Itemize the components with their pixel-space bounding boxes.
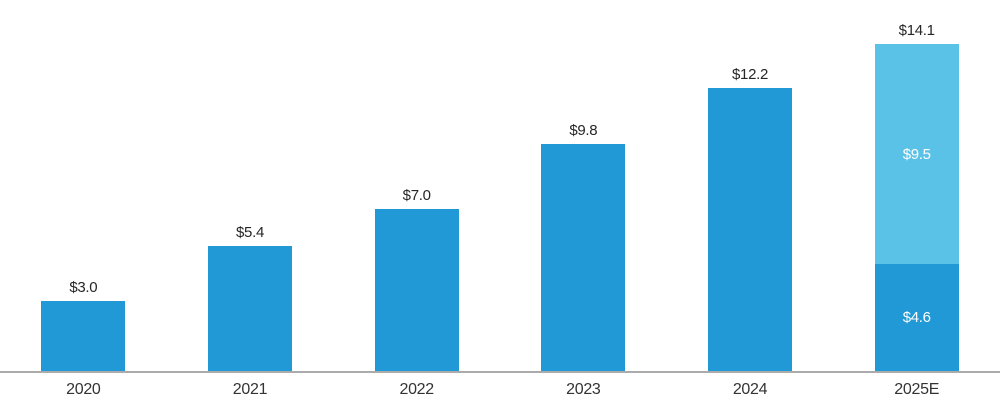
bar-segment	[208, 245, 292, 371]
x-axis-label: 2022	[399, 381, 434, 398]
bar	[374, 208, 459, 371]
bar-column: $3.0	[0, 0, 167, 371]
bar	[41, 301, 126, 371]
x-axis-label: 2020	[66, 381, 101, 398]
bar-segment	[541, 143, 626, 371]
bar-column: $9.8	[500, 0, 667, 371]
x-axis-label: 2025E	[894, 381, 940, 398]
bar	[208, 245, 292, 371]
bar-total-label: $9.8	[569, 121, 598, 139]
bar-segment: $4.6	[874, 264, 959, 371]
plot-area: $3.0 $5.4 $7.0 $9.8 $12.2 $14.1 $9.5 $4.6	[0, 0, 1000, 371]
segment-label: $4.6	[902, 309, 931, 327]
bar-column: $12.2	[667, 0, 834, 371]
bar-segment	[708, 88, 793, 371]
bar-column: $7.0	[333, 0, 500, 371]
segment-label: $9.5	[902, 145, 931, 163]
bar-segment	[41, 301, 126, 371]
bar-total-label: $3.0	[69, 279, 98, 297]
bar	[708, 88, 793, 371]
x-axis-label: 2023	[566, 381, 601, 398]
bar: $9.5 $4.6	[874, 44, 959, 371]
x-axis-label: 2021	[232, 381, 268, 398]
bar-segment	[374, 208, 459, 371]
bar-column: $14.1 $9.5 $4.6	[833, 0, 1000, 371]
bar-segment: $9.5	[874, 44, 959, 265]
bar-total-label: $12.2	[732, 66, 769, 84]
x-axis-line	[0, 371, 1000, 373]
bar-column: $5.4	[167, 0, 334, 371]
bar	[541, 143, 626, 371]
x-axis-labels: 2020 2021 2022 2023 2024 2025E	[0, 373, 1000, 398]
bar-total-label: $5.4	[236, 223, 264, 241]
bar-total-label: $14.1	[898, 22, 935, 40]
bar-total-label: $7.0	[402, 186, 431, 204]
x-axis-label: 2024	[732, 381, 768, 398]
